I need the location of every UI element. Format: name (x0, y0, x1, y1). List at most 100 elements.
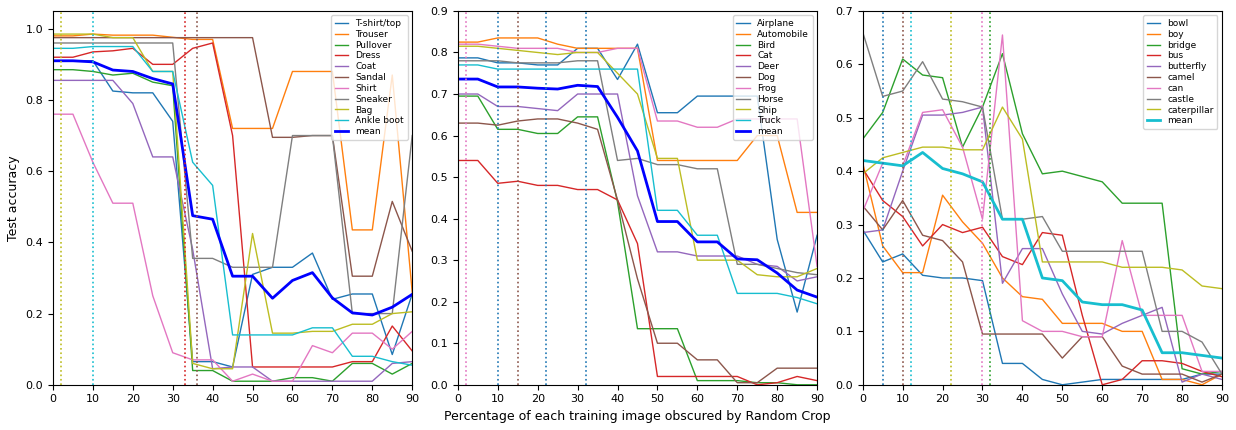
bowl (1135, 377, 1149, 382)
Horse (790, 270, 805, 275)
Sneaker (85, 40, 100, 46)
Truck (450, 62, 465, 68)
Truck (650, 208, 665, 213)
Line: Dress: Dress (53, 43, 413, 367)
can (895, 163, 910, 169)
Shirt (286, 379, 300, 384)
Line: Pullover: Pullover (53, 70, 413, 381)
Frog (670, 118, 685, 123)
Shirt (265, 379, 279, 384)
Deer (471, 92, 486, 97)
Coat (146, 154, 161, 160)
mean (1015, 217, 1030, 222)
Trouser (345, 227, 360, 233)
Bag (384, 311, 399, 316)
Ankle boot (185, 160, 200, 165)
Ankle boot (384, 359, 399, 364)
Coat (225, 364, 240, 369)
Ship (550, 52, 565, 57)
Trouser (166, 35, 180, 40)
Sandal (345, 273, 360, 279)
bus (875, 198, 890, 203)
Pullover (365, 361, 379, 366)
Automobile (750, 133, 765, 138)
butterfly (1035, 246, 1049, 251)
Dog (570, 120, 585, 126)
bus (1015, 262, 1030, 267)
Coat (185, 247, 200, 252)
Trouser (225, 126, 240, 131)
Dog (650, 341, 665, 346)
Cat (530, 183, 545, 188)
Cat (510, 179, 525, 184)
Pullover (46, 67, 61, 72)
Coat (325, 379, 340, 384)
can (975, 217, 990, 222)
Truck (550, 67, 565, 72)
butterfly (1095, 332, 1110, 337)
Airplane (450, 55, 465, 61)
bowl (1115, 377, 1130, 382)
Bird (650, 326, 665, 331)
Horse (550, 60, 565, 65)
mean (305, 270, 320, 275)
bowl (915, 273, 929, 278)
boy (1195, 382, 1210, 387)
Bag (85, 31, 100, 37)
Frog (550, 46, 565, 51)
caterpillar (955, 147, 970, 152)
castle (1154, 329, 1169, 334)
butterfly (955, 110, 970, 115)
Deer (590, 92, 604, 97)
castle (1174, 329, 1189, 334)
bus (955, 230, 970, 235)
Coat (46, 78, 61, 83)
Bird (471, 93, 486, 98)
Truck (690, 233, 705, 238)
Truck (530, 67, 545, 72)
bus (895, 214, 910, 219)
Cat (471, 158, 486, 163)
bowl (1075, 380, 1090, 385)
Bag (105, 35, 120, 40)
bus (975, 224, 990, 230)
Sandal (85, 35, 100, 40)
Line: bus: bus (863, 169, 1222, 385)
Frog (650, 118, 665, 123)
Horse (471, 58, 486, 63)
Deer (611, 92, 625, 97)
bridge (1195, 372, 1210, 377)
mean (225, 273, 240, 279)
Cat (790, 374, 805, 379)
bowl (1095, 377, 1110, 382)
Ship (590, 50, 604, 55)
Ship (670, 156, 685, 161)
Trouser (384, 72, 399, 77)
bridge (955, 144, 970, 150)
Shirt (365, 331, 379, 336)
Trouser (46, 33, 61, 38)
butterfly (895, 169, 910, 174)
Deer (650, 249, 665, 255)
butterfly (1115, 321, 1130, 326)
bus (1075, 313, 1090, 318)
Airplane (471, 55, 486, 61)
can (875, 160, 890, 166)
mean (729, 256, 744, 261)
Sneaker (205, 256, 220, 261)
bridge (1035, 171, 1049, 176)
mean (1195, 353, 1210, 358)
mean (995, 217, 1010, 222)
bridge (975, 104, 990, 110)
Frog (491, 44, 506, 49)
caterpillar (895, 150, 910, 155)
caterpillar (1174, 267, 1189, 273)
Truck (750, 291, 765, 296)
Truck (709, 233, 724, 238)
Line: caterpillar: caterpillar (863, 107, 1222, 289)
Cat (709, 374, 724, 379)
castle (975, 104, 990, 110)
Automobile (790, 210, 805, 215)
Ankle boot (305, 325, 320, 330)
Automobile (611, 46, 625, 51)
